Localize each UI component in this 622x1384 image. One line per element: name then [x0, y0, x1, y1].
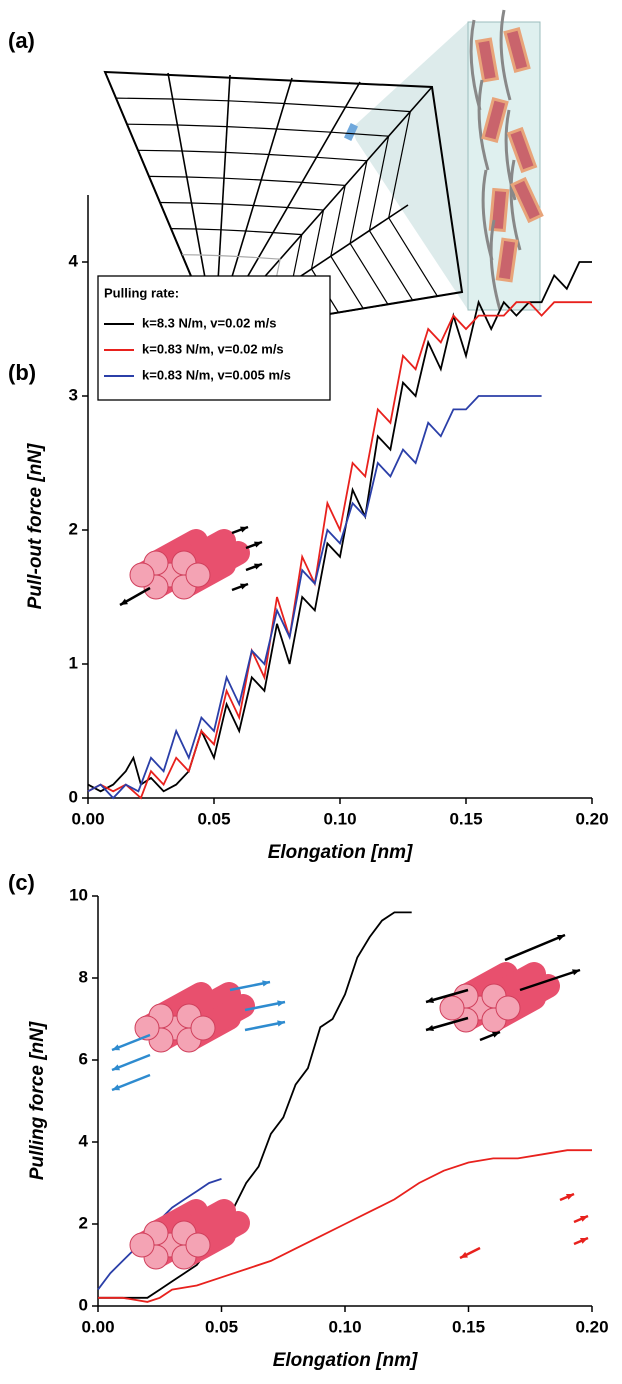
x-tick-label: 0.10: [323, 809, 356, 828]
arrow-head: [112, 1044, 120, 1051]
fibril: [477, 79, 490, 171]
data-line: [87, 261, 592, 793]
x-tick-label: 0.00: [81, 1317, 114, 1336]
fibril: [489, 219, 502, 311]
arrow-head: [240, 583, 248, 590]
bundle-icon: [119, 525, 263, 607]
y-tick-label: 8: [79, 967, 88, 986]
fibril: [499, 9, 512, 101]
data-line: [98, 911, 412, 1299]
legend-label: k=0.83 N/m, v=0.02 m/s: [142, 341, 284, 356]
protein-crystal: [510, 176, 544, 224]
protein-crystal: [503, 27, 531, 73]
y-tick-label: 2: [69, 519, 78, 538]
y-tick-label: 2: [79, 1213, 88, 1232]
legend-title: Pulling rate:: [104, 285, 179, 300]
y-axis-label: Pull-out force [nN]: [25, 443, 46, 609]
web-spiral: [170, 228, 315, 317]
arrow-head: [426, 1024, 434, 1031]
x-tick-label: 0.00: [71, 809, 104, 828]
arrow-head: [254, 541, 262, 548]
y-tick-label: 0: [69, 787, 78, 806]
arrow: [504, 933, 566, 962]
protein-crystal: [495, 237, 519, 283]
legend-label: k=8.3 N/m, v=0.02 m/s: [142, 315, 276, 330]
arrow-head: [426, 996, 434, 1003]
bundle-icon: [111, 980, 286, 1092]
data-line: [87, 301, 592, 800]
y-tick-label: 0: [79, 1295, 88, 1314]
panel-label: (c): [8, 870, 35, 895]
protein-crystal: [506, 126, 538, 174]
cylinder-end: [495, 995, 521, 1021]
arrow-head: [580, 1216, 588, 1222]
y-axis-label: Pulling force [nN]: [27, 1021, 48, 1180]
arrow-head: [492, 1031, 500, 1038]
cylinder-end: [134, 1015, 160, 1041]
y-tick-label: 3: [69, 385, 78, 404]
arrow-head: [572, 969, 580, 976]
cylinder-end: [185, 1232, 211, 1258]
arrow-head: [120, 598, 128, 605]
highlight: [343, 123, 359, 141]
arrow-head: [557, 934, 565, 941]
cylinder-end: [439, 995, 465, 1021]
cylinder-end: [129, 562, 155, 588]
arrow-head: [262, 980, 270, 987]
arrow-head: [460, 1251, 468, 1258]
y-tick-label: 1: [69, 653, 78, 672]
y-tick-label: 6: [79, 1049, 88, 1068]
cylinder-end: [129, 1232, 155, 1258]
arrow-head: [580, 1238, 588, 1244]
cylinder-end: [190, 1015, 216, 1041]
web-spiral: [115, 97, 438, 297]
y-tick-label: 4: [69, 251, 79, 270]
web-spiral: [137, 149, 389, 305]
arrow-head: [277, 1000, 285, 1007]
fibril: [469, 19, 482, 111]
web-spiral: [126, 123, 414, 301]
x-tick-label: 0.15: [449, 809, 482, 828]
bundle-icon: [425, 933, 581, 1042]
arrow-head: [277, 1020, 285, 1027]
legend-box: [97, 275, 331, 401]
x-axis-label: Elongation [nm]: [273, 1350, 418, 1371]
data-line: [87, 395, 542, 800]
arrow: [519, 968, 581, 992]
x-tick-label: 0.10: [328, 1317, 361, 1336]
arrow-head: [566, 1194, 574, 1200]
x-tick-label: 0.15: [452, 1317, 485, 1336]
protein-crystal: [474, 37, 500, 83]
arrow-head: [254, 563, 262, 570]
x-tick-label: 0.20: [575, 809, 608, 828]
panel-label: (a): [8, 28, 35, 53]
x-tick-label: 0.05: [197, 809, 230, 828]
arrow-head: [112, 1064, 120, 1071]
y-tick-label: 10: [69, 885, 88, 904]
x-axis-label: Elongation [nm]: [268, 842, 413, 863]
data-line: [98, 1149, 592, 1303]
fibril: [481, 169, 494, 261]
protein-crystal: [481, 97, 509, 143]
arrow-head: [112, 1084, 120, 1091]
web-spiral: [148, 175, 364, 309]
panel-label: (b): [8, 360, 36, 385]
legend-label: k=0.83 N/m, v=0.005 m/s: [142, 367, 291, 382]
cylinder-end: [185, 562, 211, 588]
y-tick-label: 4: [79, 1131, 89, 1150]
zoom-cone: [352, 22, 468, 310]
web-spiral: [159, 201, 340, 313]
arrow-head: [240, 526, 248, 533]
x-tick-label: 0.05: [205, 1317, 238, 1336]
bundle-icon: [129, 1192, 589, 1270]
x-tick-label: 0.20: [575, 1317, 608, 1336]
